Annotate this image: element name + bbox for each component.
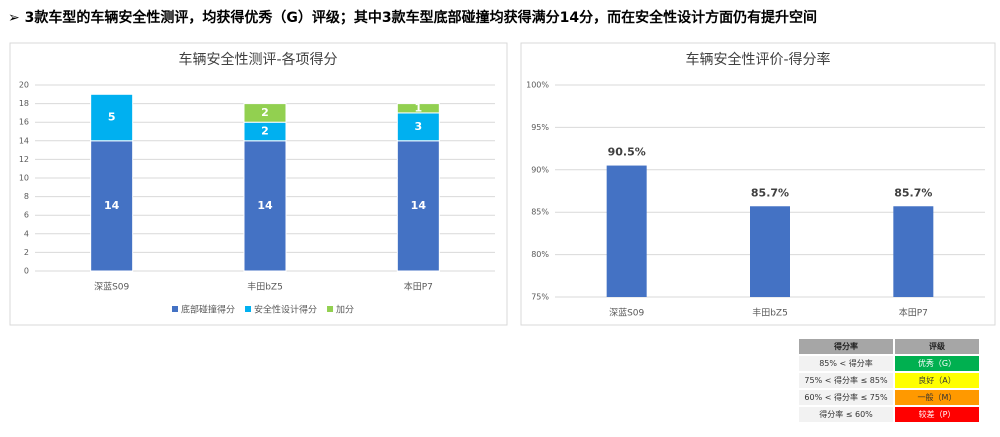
x-tick-label: 本田P7 (899, 307, 928, 319)
panel (9, 42, 508, 326)
legend-label: 安全性设计得分 (254, 304, 317, 316)
bar (893, 206, 934, 297)
bar-segment (243, 103, 287, 123)
x-tick-label: 本田P7 (404, 281, 433, 293)
cell: 优秀（G） (895, 356, 979, 371)
y-tick-label: 95% (531, 123, 549, 132)
bar-segment (396, 112, 440, 142)
data-label: 1 (415, 101, 423, 114)
y-tick-label: 16 (19, 118, 29, 127)
y-tick-label: 100% (526, 81, 549, 90)
bar-segment (243, 140, 287, 272)
y-tick-label: 20 (19, 81, 29, 90)
data-label: 14 (257, 199, 273, 212)
y-tick-label: 12 (19, 155, 29, 164)
data-label: 85.7% (751, 186, 789, 199)
y-tick-label: 75% (531, 293, 549, 302)
cell: 良好（A） (895, 373, 979, 388)
header-title: 3款车型的车辆安全性测评，均获得优秀（G）评级；其中3款车型底部碰撞均获得满分1… (24, 10, 818, 26)
y-tick-label: 2 (24, 248, 29, 257)
panel (520, 42, 996, 326)
data-label: 3 (415, 120, 423, 133)
y-tick-label: 10 (19, 174, 29, 183)
bar (606, 165, 647, 297)
cell: 一般（M） (895, 390, 979, 405)
y-tick-label: 90% (531, 165, 549, 174)
x-tick-label: 丰田bZ5 (752, 307, 788, 319)
x-tick-label: 深蓝S09 (94, 281, 129, 293)
data-label: 2 (261, 106, 269, 119)
data-label: 5 (108, 111, 116, 124)
data-label: 90.5% (608, 146, 646, 159)
y-tick-label: 6 (24, 211, 29, 220)
y-tick-label: 18 (19, 99, 29, 108)
legend-label: 底部碰撞得分 (181, 304, 235, 316)
cell: 60% < 得分率 ≤ 75% (799, 390, 893, 405)
x-tick-label: 丰田bZ5 (247, 281, 283, 293)
y-tick-label: 8 (24, 192, 29, 201)
y-tick-label: 14 (19, 136, 29, 145)
data-label: 14 (104, 199, 120, 212)
cell: 较差（P） (895, 407, 979, 422)
rating-table: 得分率 评级 85% < 得分率 优秀（G） 75% < 得分率 ≤ 85% 良好（A… (797, 337, 981, 424)
bar-segment (396, 103, 440, 114)
legend-swatch (327, 306, 334, 312)
bar-segment (90, 140, 134, 272)
x-tick-label: 深蓝S09 (609, 307, 644, 319)
table-header: 得分率 (799, 339, 893, 354)
cell: 75% < 得分率 ≤ 85% (799, 373, 893, 388)
bar-segment (396, 140, 440, 272)
y-tick-label: 0 (24, 267, 29, 276)
bar-segment (90, 93, 134, 142)
y-tick-label: 4 (24, 229, 29, 238)
cell: 得分率 ≤ 60% (799, 407, 893, 422)
y-tick-label: 80% (531, 250, 549, 259)
legend-swatch (245, 306, 252, 312)
data-label: 2 (261, 125, 269, 138)
table-header: 评级 (895, 339, 979, 354)
chart-title: 车辆安全性测评-各项得分 (178, 51, 337, 68)
legend-label: 加分 (336, 305, 354, 316)
data-label: 14 (411, 199, 427, 212)
y-tick-label: 85% (531, 208, 549, 217)
data-label: 85.7% (894, 186, 932, 199)
chart-title: 车辆安全性评价-得分率 (685, 51, 830, 68)
cell: 85% < 得分率 (799, 356, 893, 371)
bar (750, 206, 790, 297)
legend-swatch (172, 306, 178, 312)
header: ➢ 3款车型的车辆安全性测评，均获得优秀（G）评级；其中3款车型底部碰撞均获得满… (8, 10, 818, 26)
